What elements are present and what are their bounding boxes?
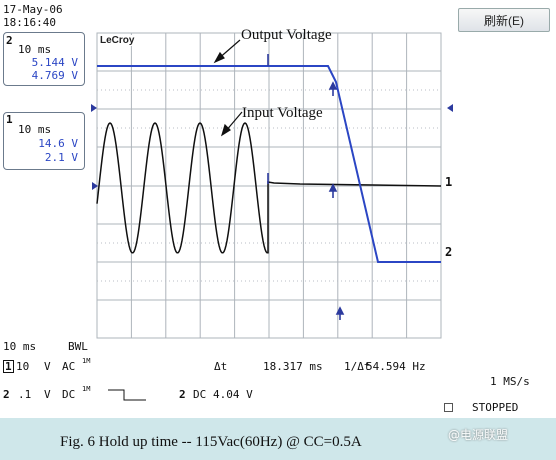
channel-2-number: 2 xyxy=(6,34,13,47)
watermark: @电源联盟 xyxy=(448,428,509,442)
acquisition-status: STOPPED xyxy=(472,401,519,414)
channel-2-timebase: 10 ms xyxy=(18,43,52,56)
cursor-markers xyxy=(267,54,345,320)
ch1-level-marker xyxy=(92,182,98,190)
delta-t-value: 18.317 ms xyxy=(263,360,323,373)
channel-1-trace xyxy=(96,122,442,254)
status-ch2-number: 2 xyxy=(3,388,10,401)
trigger-channel: 2 xyxy=(179,388,186,401)
capture-time: 18:16:40 xyxy=(3,16,56,29)
channel-1-panel[interactable]: 1 10 ms 14.6 V 2.1 V xyxy=(3,112,85,170)
annotation-arrows xyxy=(213,39,243,137)
trigger-slope-icon xyxy=(108,389,146,401)
status-bwl: BWL xyxy=(68,340,88,353)
channel-1-value-1: 14.6 V xyxy=(38,137,78,150)
trace-label-ch1: 1 xyxy=(445,175,453,189)
lecroy-brand: LeCroy xyxy=(99,35,136,46)
capture-date: 17-May-06 xyxy=(3,3,63,16)
figure-caption: Fig. 6 Hold up time -- 115Vac(60Hz) @ CC… xyxy=(60,434,362,450)
status-ch2-coupling: DC xyxy=(62,388,76,401)
right-level-marker xyxy=(447,104,453,112)
output-voltage-label: Output Voltage xyxy=(241,27,332,43)
acquisition-status-indicator xyxy=(444,403,453,412)
status-ch1-scale: 10 xyxy=(16,360,30,373)
graticule-dotted-lines xyxy=(97,89,441,282)
status-ch1-coupling: AC xyxy=(62,360,76,373)
status-ch1-number: 1 xyxy=(3,360,14,373)
channel-1-value-2: 2.1 V xyxy=(44,151,78,164)
trigger-level: 4.04 V xyxy=(213,388,253,401)
channel-1-number: 1 xyxy=(6,113,13,126)
delta-t-label: Δt xyxy=(214,360,228,373)
channel-2-value-2: 4.769 V xyxy=(31,69,78,82)
sample-rate: 1 MS/s xyxy=(490,375,530,388)
channel-2-trace xyxy=(97,65,441,263)
channel-2-panel[interactable]: 2 10 ms 5.144 V 4.769 V xyxy=(3,32,85,86)
input-voltage-label: Input Voltage xyxy=(242,105,323,121)
inverse-delta-t-label: 1/Δt xyxy=(344,360,371,373)
trigger-coupling: DC xyxy=(193,388,207,401)
channel-2-value-1: 5.144 V xyxy=(31,56,78,69)
status-timebase: 10 ms xyxy=(3,340,37,353)
caption-bar xyxy=(0,418,556,460)
channel-1-timebase: 10 ms xyxy=(18,123,52,136)
refresh-button[interactable]: 刷新(E) xyxy=(458,8,550,32)
status-ch1-impedance: 1M xyxy=(82,357,91,365)
status-ch2-scale: .1 xyxy=(18,388,32,401)
left-level-marker xyxy=(91,104,97,112)
status-ch2-unit: V xyxy=(44,388,51,401)
status-ch1-unit: V xyxy=(44,360,51,373)
status-ch2-impedance: 1M xyxy=(82,385,91,393)
trace-label-ch2: 2 xyxy=(445,245,453,259)
inverse-delta-t-value: 54.594 Hz xyxy=(366,360,426,373)
